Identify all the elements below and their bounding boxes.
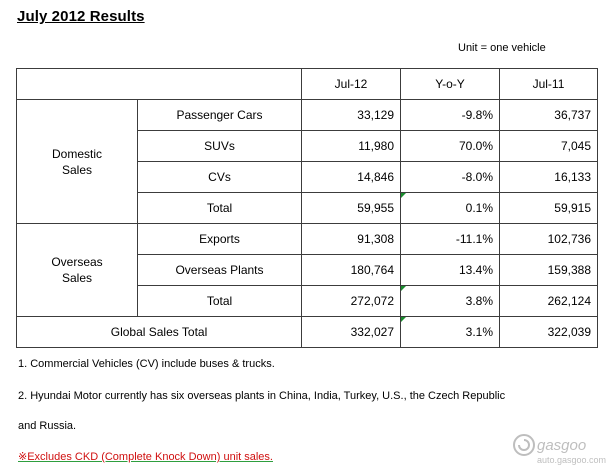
table-row: Total 59,955 0.1% 59,915 — [17, 192, 598, 224]
cell-jul11: 102,736 — [499, 223, 598, 255]
cell-marker — [401, 317, 406, 322]
cell-jul12: 59,955 — [301, 192, 401, 224]
row-label: CVs — [137, 161, 302, 193]
header-corner — [16, 68, 302, 100]
unit-note: Unit = one vehicle — [458, 42, 546, 54]
group-label-overseas: Overseas Sales — [16, 223, 138, 317]
cell-jul11: 322,039 — [499, 316, 598, 348]
cell-marker — [401, 286, 406, 291]
footnote-2-continued: and Russia. — [18, 420, 77, 432]
cell-jul12: 180,764 — [301, 254, 401, 286]
watermark-url: auto.gasgoo.com — [537, 455, 606, 465]
group-label-line: Sales — [61, 271, 93, 285]
row-label: Total — [137, 285, 302, 317]
cell-yoy: -8.0% — [400, 161, 500, 193]
footnote-1: 1. Commercial Vehicles (CV) include buse… — [18, 358, 275, 370]
group-label-line: Sales — [61, 162, 93, 177]
watermark-brand: gasgoo — [537, 437, 586, 454]
cell-yoy: 13.4% — [400, 254, 500, 286]
page-title: July 2012 Results — [17, 8, 145, 25]
header-jul12: Jul-12 — [301, 68, 401, 100]
cell-yoy: -9.8% — [400, 99, 500, 131]
cell-jul11: 59,915 — [499, 192, 598, 224]
table-row: Overseas Sales Exports 91,308 -11.1% 102… — [16, 223, 598, 317]
cell-yoy: -11.1% — [400, 223, 500, 255]
group-label-line: Domestic — [51, 146, 102, 161]
footnote-2: 2. Hyundai Motor currently has six overs… — [18, 390, 506, 402]
cell-jul12: 91,308 — [301, 223, 401, 255]
table-row: Overseas Plants 180,764 13.4% 159,388 — [17, 254, 598, 286]
cell-jul12: 332,027 — [301, 316, 401, 348]
row-label-global: Global Sales Total — [16, 316, 302, 348]
row-label: Exports — [137, 223, 302, 255]
cell-value: 3.1% — [465, 325, 493, 339]
table-row: CVs 14,846 -8.0% 16,133 — [17, 161, 598, 193]
cell-yoy: 0.1% — [400, 192, 500, 224]
cell-yoy: 3.8% — [400, 285, 500, 317]
cell-value: 3.8% — [465, 294, 493, 308]
watermark-emblem — [513, 434, 535, 456]
cell-yoy: 3.1% — [400, 316, 500, 348]
cell-jul11: 262,124 — [499, 285, 598, 317]
cell-marker — [401, 193, 406, 198]
table-row: Domestic Sales Passenger Cars 33,129 -9.… — [16, 99, 598, 224]
watermark-emblem-swirl — [518, 439, 530, 451]
row-label: Passenger Cars — [137, 99, 302, 131]
footnote-ckd: ※Excludes CKD (Complete Knock Down) unit… — [18, 451, 273, 463]
gasgoo-watermark-logo: gasgoo auto.gasgoo.com — [513, 434, 606, 465]
row-label: Total — [137, 192, 302, 224]
cell-value: 0.1% — [465, 201, 493, 215]
cell-jul11: 159,388 — [499, 254, 598, 286]
cell-jul12: 14,846 — [301, 161, 401, 193]
table-row: Global Sales Total 332,027 3.1% 322,039 — [16, 316, 598, 348]
row-label: Overseas Plants — [137, 254, 302, 286]
table-header-row: Jul-12 Y-o-Y Jul-11 — [16, 68, 598, 100]
cell-jul11: 36,737 — [499, 99, 598, 131]
header-jul11: Jul-11 — [499, 68, 598, 100]
cell-jul12: 33,129 — [301, 99, 401, 131]
cell-jul11: 16,133 — [499, 161, 598, 193]
group-label-line: Overseas — [51, 255, 103, 269]
row-label: SUVs — [137, 130, 302, 162]
results-table: Jul-12 Y-o-Y Jul-11 Domestic Sales Passe… — [16, 68, 598, 348]
cell-yoy: 70.0% — [400, 130, 500, 162]
group-label-domestic: Domestic Sales — [16, 99, 138, 224]
cell-jul12: 272,072 — [301, 285, 401, 317]
cell-jul11: 7,045 — [499, 130, 598, 162]
cell-jul12: 11,980 — [301, 130, 401, 162]
table-row: SUVs 11,980 70.0% 7,045 — [17, 130, 598, 162]
header-yoy: Y-o-Y — [400, 68, 500, 100]
